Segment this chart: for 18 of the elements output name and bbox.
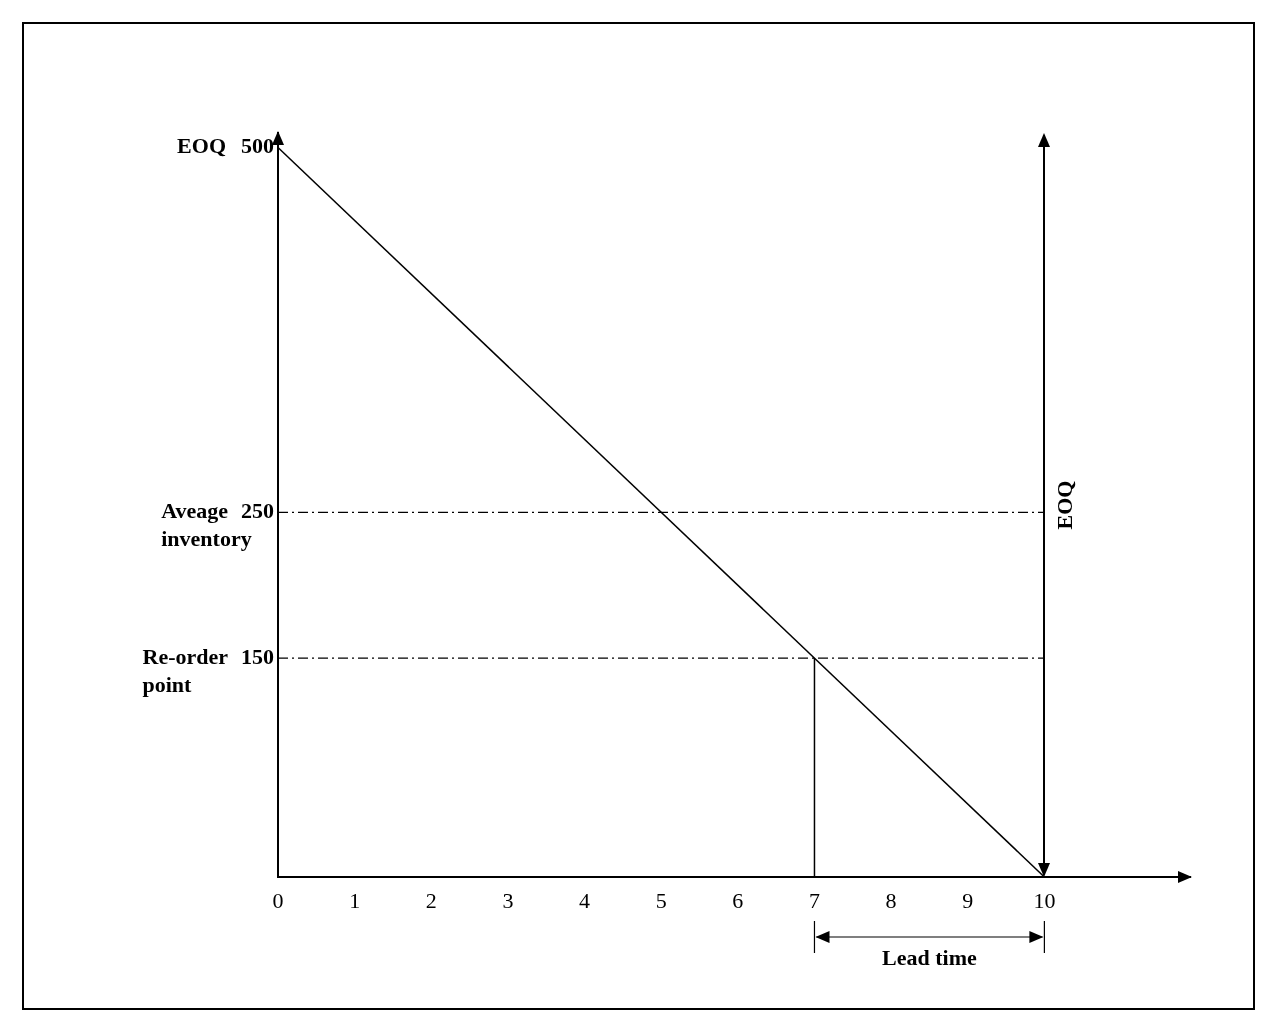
text: Lead time: [882, 944, 978, 970]
y-tick-label: 150: [241, 643, 274, 669]
x-tick-label: 0: [272, 887, 284, 913]
x-tick-label: 5: [655, 887, 667, 913]
x-tick-label: 3: [502, 887, 514, 913]
y-tick-label: 250: [241, 497, 274, 523]
x-tick-label: 7: [808, 887, 820, 913]
y-tick-label: 500: [241, 133, 274, 159]
ref-line-label: Re-order point: [142, 643, 229, 697]
x-tick-label: 6: [732, 887, 744, 913]
x-tick-label: 2: [425, 887, 437, 913]
ref-line-label: EOQ: [1052, 480, 1078, 530]
x-tick-label: 1: [349, 887, 361, 913]
x-tick-label: 4: [579, 887, 591, 913]
x-tick-label: 9: [962, 887, 974, 913]
text: EOQ: [177, 133, 226, 159]
x-tick-label: 8: [885, 887, 897, 913]
x-tick-label: 10: [1033, 887, 1056, 913]
